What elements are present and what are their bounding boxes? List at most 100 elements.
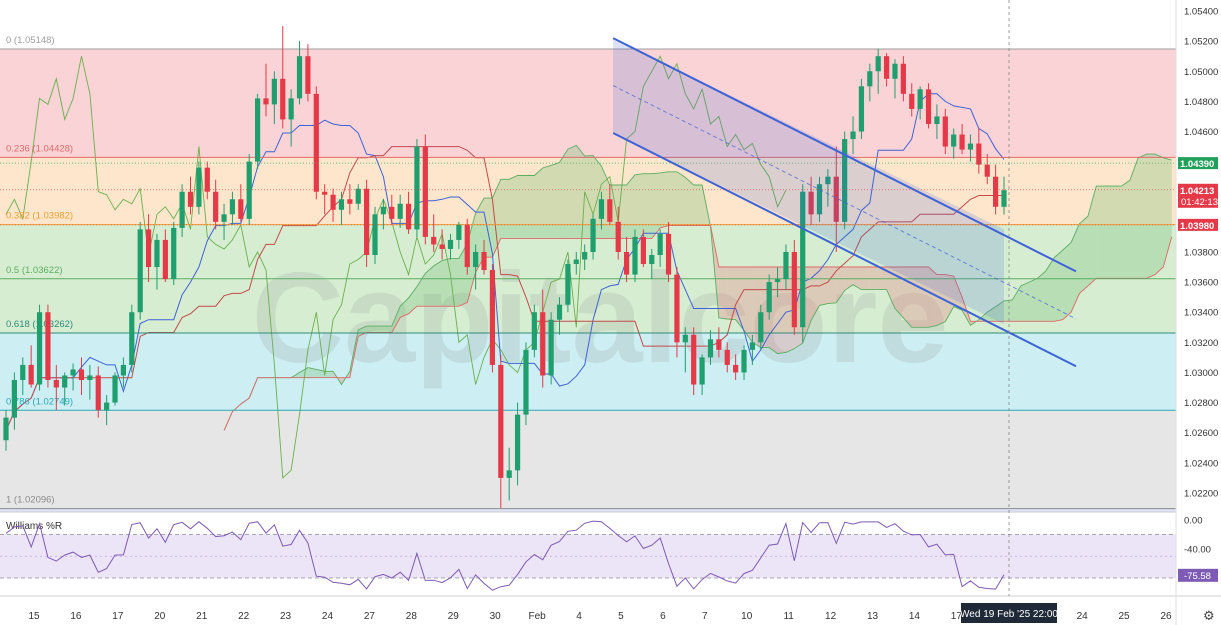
candle-body[interactable] [909,93,915,109]
candle-body[interactable] [833,176,839,222]
candle-body[interactable] [154,239,160,268]
candle-body[interactable] [774,279,781,283]
candle-body[interactable] [707,339,714,358]
candle-body[interactable] [825,176,831,185]
candle-body[interactable] [288,98,294,120]
candle-body[interactable] [682,334,688,343]
candle-body[interactable] [900,63,906,94]
candle-body[interactable] [934,116,940,124]
candle-body[interactable] [246,161,252,219]
candle-body[interactable] [104,402,110,411]
candle-body[interactable] [565,264,571,305]
candle-body[interactable] [364,188,370,255]
candle-body[interactable] [36,312,43,385]
candle-body[interactable] [179,191,185,228]
candle-body[interactable] [380,206,386,215]
candle-body[interactable] [464,224,470,268]
candle-body[interactable] [405,203,412,230]
candle-body[interactable] [263,98,269,105]
candle-body[interactable] [531,312,537,350]
candle-body[interactable] [187,191,194,207]
candle-body[interactable] [120,364,127,376]
candle-body[interactable] [716,339,722,350]
candle-body[interactable] [498,364,504,478]
candle-body[interactable] [45,312,51,380]
candle-body[interactable] [221,214,227,222]
candle-body[interactable] [875,56,881,72]
candle-body[interactable] [883,56,890,79]
candle-body[interactable] [271,78,277,105]
candle-body[interactable] [112,375,118,403]
candle-body[interactable] [280,78,286,120]
candle-body[interactable] [917,89,923,109]
candle-body[interactable] [733,364,739,373]
candle-body[interactable] [665,233,672,275]
candle-body[interactable] [296,56,303,99]
candle-body[interactable] [196,167,202,207]
candle-body[interactable] [489,270,496,365]
candle-body[interactable] [649,254,655,265]
candle-body[interactable] [238,199,244,219]
candle-body[interactable] [951,134,957,147]
candle-body[interactable] [925,89,932,124]
candle-body[interactable] [976,143,982,165]
candle-body[interactable] [993,176,999,207]
candle-body[interactable] [447,239,454,249]
candle-body[interactable] [372,214,378,255]
candle-body[interactable] [791,251,797,328]
candle-body[interactable] [62,375,68,388]
candle-body[interactable] [573,259,579,265]
candle-body[interactable] [892,63,898,79]
candle-body[interactable] [556,304,563,320]
candle-body[interactable] [347,199,353,204]
candle-body[interactable] [624,251,630,275]
candle-body[interactable] [322,191,328,195]
candle-body[interactable] [137,229,143,313]
candle-body[interactable] [842,139,848,222]
channel-layer[interactable] [612,37,1077,368]
candle-body[interactable] [70,369,76,376]
candle-body[interactable] [959,134,965,150]
candle-body[interactable] [171,227,177,280]
channel-lower-line[interactable] [612,132,1077,368]
candle-body[interactable] [162,239,168,280]
candle-body[interactable] [389,206,395,219]
candle-body[interactable] [942,116,948,147]
candle-body[interactable] [967,143,974,150]
candle-body[interactable] [431,236,437,245]
candle-body[interactable] [313,93,319,192]
candle-body[interactable] [632,236,638,275]
candle-body[interactable] [3,417,9,441]
candle-body[interactable] [11,379,17,418]
candle-body[interactable] [78,369,85,380]
candle-body[interactable] [414,146,420,230]
candle-body[interactable] [758,312,764,343]
candle-body[interactable] [783,251,789,280]
candle-body[interactable] [1001,190,1007,207]
candle-body[interactable] [53,379,59,388]
candle-body[interactable] [481,251,487,271]
candle-body[interactable] [699,357,705,385]
candle-body[interactable] [548,319,554,376]
candle-body[interactable] [254,98,261,162]
candle-body[interactable] [674,274,680,343]
candle-body[interactable] [456,224,462,240]
candle-body[interactable] [984,164,990,177]
candle-body[interactable] [506,470,512,478]
channel-upper-line[interactable] [612,37,1077,273]
candle-body[interactable] [204,167,210,192]
candle-body[interactable] [607,199,613,222]
candle-body[interactable] [590,218,596,252]
candle-body[interactable] [28,364,34,385]
candle-body[interactable] [523,349,529,415]
candle-body[interactable] [657,233,663,255]
candle-body[interactable] [766,282,772,313]
candle-body[interactable] [514,414,521,471]
candle-body[interactable] [338,199,345,210]
candle-body[interactable] [816,184,823,215]
candle-body[interactable] [800,191,806,328]
candle-body[interactable] [87,375,93,380]
candle-body[interactable] [724,349,730,365]
candle-body[interactable] [145,229,152,268]
